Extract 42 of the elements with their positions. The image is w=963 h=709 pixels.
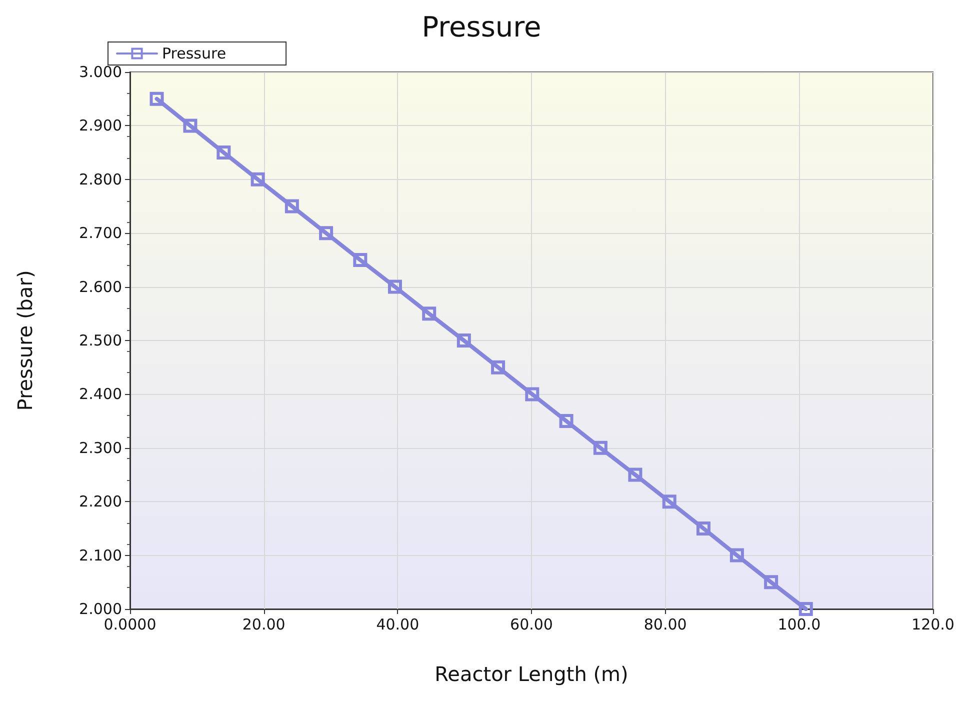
y-tick-label: 2.000 <box>79 600 122 618</box>
point <box>150 92 164 106</box>
x-tick-label: 120.0 <box>912 616 954 634</box>
x-axis-title: Reactor Length (m) <box>434 662 628 686</box>
y-tick-label: 2.800 <box>79 170 122 188</box>
y-tick-label: 2.400 <box>79 385 122 404</box>
point <box>798 602 813 616</box>
point <box>284 199 299 214</box>
point <box>250 172 265 186</box>
point <box>388 280 402 294</box>
point <box>559 414 574 428</box>
point <box>491 360 506 374</box>
x-tick-label: 40.00 <box>376 616 420 634</box>
point <box>183 118 198 133</box>
x-tick-label: 60.00 <box>510 616 553 634</box>
x-tick-label: 80.00 <box>644 616 687 634</box>
x-tick-label: 20.00 <box>242 616 286 634</box>
y-tick-label: 2.500 <box>79 332 122 350</box>
point <box>764 575 778 590</box>
y-axis-title: Pressure (bar) <box>13 270 37 411</box>
x-tick-label: 0.0000 <box>104 616 156 634</box>
point <box>456 334 471 348</box>
y-tick-label: 2.600 <box>79 278 122 296</box>
point <box>662 494 676 509</box>
point <box>696 521 710 536</box>
point <box>422 306 436 321</box>
y-tick-label: 3.000 <box>79 63 122 81</box>
y-tick-label: 2.900 <box>79 116 122 135</box>
chart-title: Pressure <box>422 10 542 44</box>
x-tick-label: 100.0 <box>778 616 821 634</box>
y-tick-label: 2.300 <box>79 438 122 457</box>
y-tick-label: 2.100 <box>79 546 122 564</box>
point <box>319 226 334 240</box>
point <box>353 252 368 267</box>
y-tick-label: 2.700 <box>79 224 122 242</box>
point <box>525 387 540 402</box>
y-tick-label: 2.200 <box>79 492 122 511</box>
point <box>593 440 608 455</box>
legend-label: Pressure <box>162 44 226 62</box>
point <box>730 548 744 562</box>
point <box>628 468 642 482</box>
point <box>216 146 231 160</box>
